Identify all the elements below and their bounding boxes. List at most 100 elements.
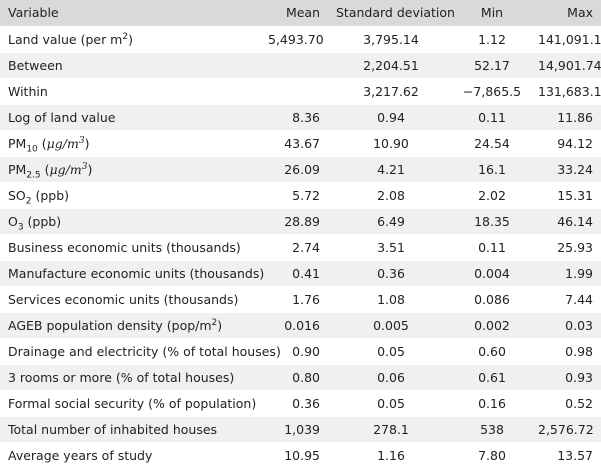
row-label: 3 rooms or more (% of total houses) [0, 364, 262, 391]
cell: 14,901.74 [532, 52, 601, 79]
cell: 0.016 [262, 312, 330, 339]
row-label: Business economic units (thousands) [0, 234, 262, 261]
cell: 0.086 [452, 286, 532, 313]
cell: 2.02 [452, 182, 532, 209]
label-text: ( [40, 161, 50, 177]
label-text: ) [84, 135, 90, 151]
cell: 2.74 [262, 234, 330, 261]
cell: 11.86 [532, 104, 601, 131]
label-text: Average years of study [8, 447, 153, 463]
cell: −7,865.5 [452, 78, 532, 105]
row-label: PM2.5 (μg/m3) [0, 156, 262, 183]
label-text: Total number of inhabited houses [8, 421, 218, 437]
cell: 0.06 [330, 364, 452, 391]
header-cell: Max [532, 0, 601, 27]
data-row: Total number of inhabited houses 1,039 278… [0, 416, 601, 443]
label-text: (ppb) [31, 187, 70, 203]
label-superscript: 2 [122, 31, 129, 42]
cell: 18.35 [452, 208, 532, 235]
cell: 25.93 [532, 234, 601, 261]
header-cell: Standard deviation [330, 0, 455, 27]
row-label: Land value (per m2) [0, 26, 262, 53]
row-label: SO2 (ppb) [0, 182, 262, 209]
data-row: Between 2,204.51 52.17 14,901.74 [0, 52, 601, 79]
label-subscript: 2.5 [26, 170, 41, 180]
row-label: O3 (ppb) [0, 208, 262, 235]
cell: 43.67 [262, 130, 330, 157]
cell: 0.002 [452, 312, 532, 339]
label-text: Between [8, 57, 63, 73]
cell: 1.08 [330, 286, 452, 313]
label-text: ) [217, 317, 223, 333]
cell: 6.49 [330, 208, 452, 235]
cell [262, 78, 330, 105]
cell: 141,091.1 [532, 26, 601, 53]
label-subscript: 10 [26, 144, 38, 154]
cell: 2,576.72 [532, 416, 601, 443]
cell: 0.16 [452, 390, 532, 417]
header-cell: Variable [0, 0, 262, 27]
cell: 0.36 [330, 260, 452, 287]
label-text: PM [8, 135, 27, 151]
cell: 1.99 [532, 260, 601, 287]
cell: 16.1 [452, 156, 532, 183]
cell: 0.52 [532, 390, 601, 417]
cell: 0.36 [262, 390, 330, 417]
label-text: Manufacture economic units (thousands) [8, 265, 265, 281]
cell: 3,795.14 [330, 26, 452, 53]
cell: 15.31 [532, 182, 601, 209]
label-text: PM [8, 161, 27, 177]
data-row: Land value (per m2) 5,493.70 3,795.14 1.12 1… [0, 26, 601, 53]
row-label: AGEB population density (pop/m2) [0, 312, 262, 339]
label-superscript: 3 [81, 161, 88, 172]
cell: 131,683.1 [532, 78, 601, 105]
cell: 3.51 [330, 234, 452, 261]
cell: 2,204.51 [330, 52, 452, 79]
row-label: Between [0, 52, 262, 79]
cell: 0.11 [452, 104, 532, 131]
row-label: Log of land value [0, 104, 262, 131]
row-label: PM10 (μg/m3) [0, 130, 262, 157]
row-label: Drainage and electricity (% of total hou… [0, 338, 281, 365]
row-label: Manufacture economic units (thousands) [0, 260, 265, 287]
data-row: PM10 (μg/m3) 43.67 10.90 24.54 94.12 [0, 130, 601, 157]
cell: 0.05 [330, 338, 452, 365]
cell: 7.44 [532, 286, 601, 313]
data-row: Formal social security (% of population)… [0, 390, 601, 417]
cell: 0.60 [452, 338, 532, 365]
header-cell: Mean [262, 0, 330, 27]
cell: 33.24 [532, 156, 601, 183]
label-superscript: 2 [211, 317, 218, 328]
cell: 2.08 [330, 182, 452, 209]
data-row: SO2 (ppb) 5.72 2.08 2.02 15.31 [0, 182, 601, 209]
label-text: 3 rooms or more (% of total houses) [8, 369, 235, 385]
label-text: Log of land value [8, 109, 116, 125]
data-row: Within 3,217.62 −7,865.5 131,683.1 [0, 78, 601, 105]
cell [262, 52, 330, 79]
cell: 1.16 [330, 442, 452, 469]
cell: 94.12 [532, 130, 601, 157]
data-row: Services economic units (thousands) 1.76 1… [0, 286, 601, 313]
label-text: ) [128, 31, 133, 47]
data-row: PM2.5 (μg/m3) 26.09 4.21 16.1 33.24 [0, 156, 601, 183]
label-text: (ppb) [23, 213, 62, 229]
cell: 0.11 [452, 234, 532, 261]
data-row: Business economic units (thousands) 2.74 3… [0, 234, 601, 261]
cell: 24.54 [452, 130, 532, 157]
cell: 0.80 [262, 364, 330, 391]
data-row: Drainage and electricity (% of total hou… [0, 338, 601, 365]
cell: 1.12 [452, 26, 532, 53]
label-text: Within [8, 83, 48, 99]
cell: 26.09 [262, 156, 330, 183]
label-text: ( [37, 135, 47, 151]
cell: 0.61 [452, 364, 532, 391]
label-text: O [8, 213, 18, 229]
cell: 0.41 [262, 260, 330, 287]
label-text: ) [87, 161, 93, 177]
data-row: Average years of study 10.95 1.16 7.80 13.57 [0, 442, 601, 469]
cell: 46.14 [532, 208, 601, 235]
label-subscript: 3 [17, 222, 24, 232]
